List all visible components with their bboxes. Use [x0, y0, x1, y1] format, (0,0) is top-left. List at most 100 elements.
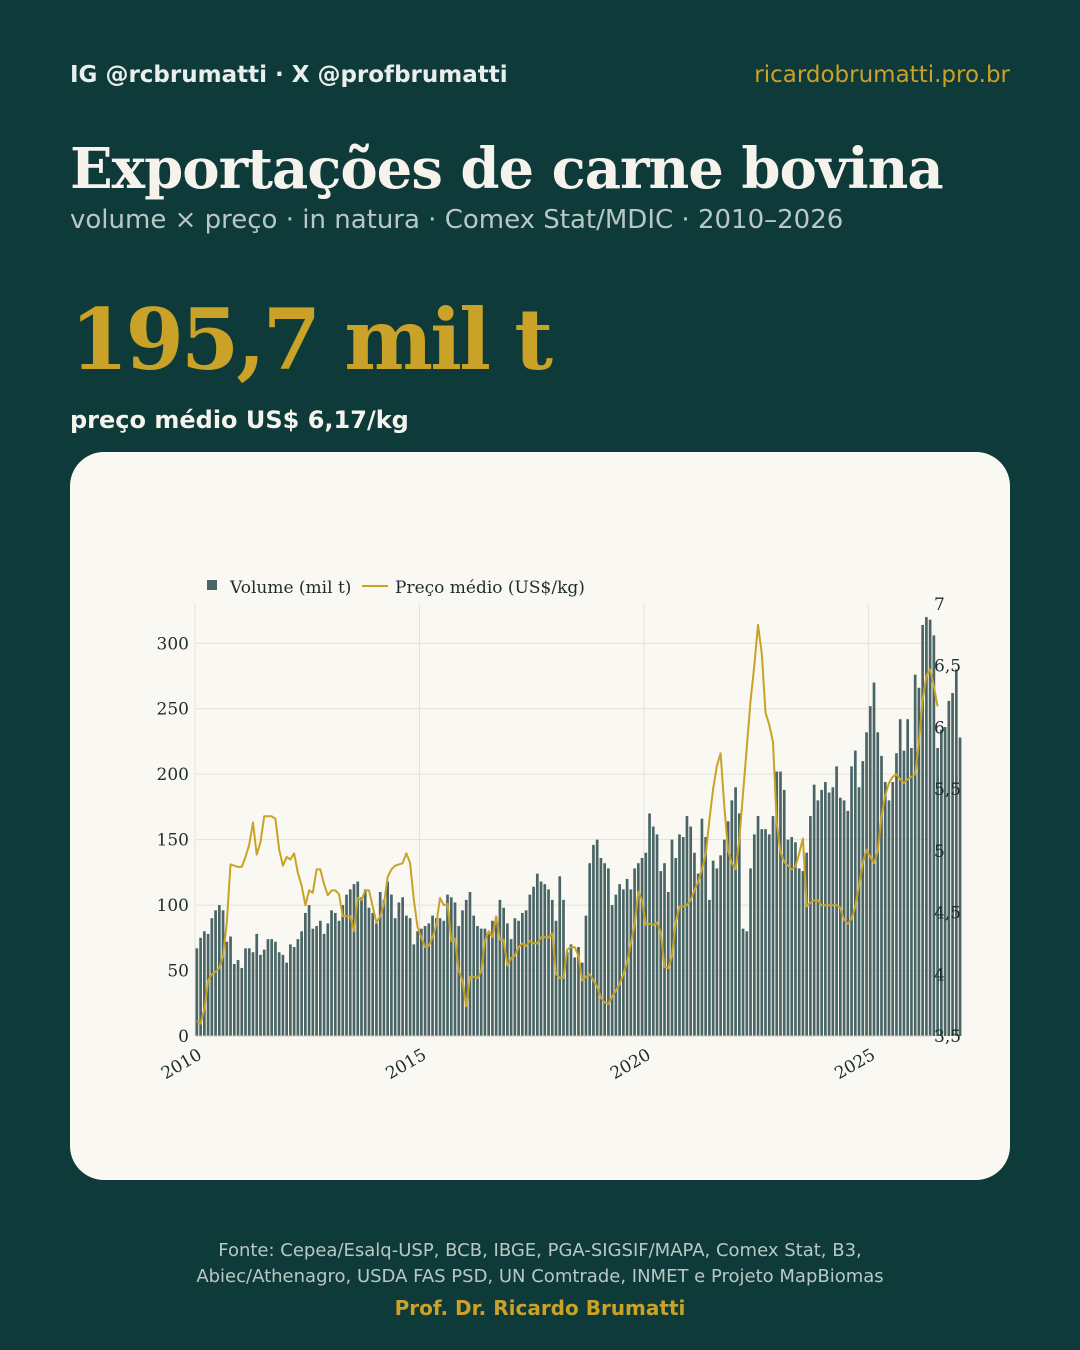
volume-bar — [318, 920, 322, 1036]
volume-bar — [790, 837, 794, 1036]
volume-bar — [513, 918, 517, 1036]
y-left-tick-label: 200 — [157, 765, 189, 785]
volume-bar — [457, 926, 461, 1036]
volume-bar — [558, 876, 562, 1036]
volume-bar — [782, 789, 786, 1036]
volume-bar — [472, 915, 476, 1036]
volume-bar — [434, 918, 438, 1036]
volume-bar — [453, 902, 457, 1036]
volume-bar — [547, 889, 550, 1036]
volume-bar — [928, 619, 932, 1036]
volume-bar — [700, 818, 704, 1036]
volume-bar — [891, 782, 895, 1036]
volume-bar — [831, 787, 835, 1036]
volume-bar — [476, 926, 479, 1036]
x-tick-label: 2010 — [158, 1045, 205, 1084]
volume-bar — [730, 800, 734, 1036]
volume-bar — [644, 852, 648, 1036]
volume-bar — [296, 939, 300, 1036]
volume-bar — [861, 761, 865, 1036]
volume-bar — [214, 910, 217, 1036]
volume-bar — [906, 719, 910, 1036]
volume-bar — [801, 871, 805, 1036]
volume-bar — [573, 957, 577, 1036]
volume-bar — [816, 800, 820, 1036]
volume-bar — [719, 855, 722, 1036]
volume-bar — [506, 923, 509, 1036]
volume-bar — [752, 834, 756, 1036]
volume-bar — [805, 852, 809, 1036]
volume-bar — [419, 928, 423, 1036]
volume-bar — [835, 766, 838, 1036]
volume-bar — [857, 787, 861, 1036]
volume-bar — [535, 873, 539, 1036]
volume-bar — [251, 952, 255, 1036]
volume-bar — [341, 905, 345, 1036]
volume-bar — [824, 782, 827, 1036]
volume-bar — [779, 771, 782, 1036]
volume-bar — [390, 894, 393, 1036]
volume-bar — [685, 816, 689, 1036]
page-title: Exportações de carne bovina — [70, 136, 944, 202]
volume-bar — [741, 928, 745, 1036]
volume-bar — [307, 905, 311, 1036]
volume-bar — [711, 860, 715, 1036]
volume-bar — [438, 918, 442, 1036]
volume-bar — [330, 910, 333, 1036]
volume-bar — [809, 816, 812, 1036]
volume-bar — [663, 863, 666, 1036]
volume-bar — [629, 889, 633, 1036]
volume-bar — [427, 923, 431, 1036]
volume-bar — [577, 946, 580, 1036]
volume-bar — [367, 907, 371, 1036]
website-link[interactable]: ricardobrumatti.pro.br — [754, 62, 1010, 88]
volume-bar — [588, 863, 592, 1036]
volume-bar — [640, 857, 644, 1036]
volume-bar — [595, 839, 599, 1036]
volume-bar — [524, 910, 528, 1036]
volume-bar — [498, 899, 502, 1036]
volume-bar — [195, 948, 199, 1036]
volume-bar — [521, 912, 524, 1036]
volume-bar — [229, 936, 232, 1036]
volume-bar — [360, 897, 363, 1036]
volume-bar — [352, 884, 356, 1036]
volume-bar — [580, 962, 584, 1036]
volume-bar — [509, 939, 513, 1036]
volume-bar — [838, 797, 842, 1036]
y-left-tick-label: 100 — [157, 896, 189, 916]
volume-bar — [431, 915, 434, 1036]
volume-bar — [262, 949, 266, 1036]
x-tick-label: 2015 — [382, 1045, 429, 1084]
volume-bar — [734, 787, 737, 1036]
volume-bar — [704, 837, 708, 1036]
volume-bar — [285, 962, 289, 1036]
volume-bar — [895, 753, 898, 1036]
volume-bar — [693, 852, 696, 1036]
y-left-tick-label: 50 — [167, 962, 189, 982]
volume-bar — [696, 873, 700, 1036]
volume-bar — [416, 931, 419, 1036]
volume-bar — [902, 750, 906, 1036]
volume-bar — [543, 884, 547, 1036]
volume-bar — [277, 952, 281, 1036]
volume-bar — [554, 920, 558, 1036]
x-tick-label: 2025 — [831, 1045, 878, 1084]
volume-bar — [636, 863, 640, 1036]
volume-bar — [244, 948, 247, 1036]
volume-bar — [827, 792, 831, 1036]
volume-bar — [898, 719, 902, 1036]
volume-bar — [599, 857, 603, 1036]
volume-bar — [614, 894, 618, 1036]
volume-bar — [442, 920, 446, 1036]
volume-bar — [868, 706, 872, 1036]
volume-bar — [412, 944, 416, 1036]
volume-bar — [737, 813, 741, 1036]
volume-bar — [232, 964, 236, 1036]
volume-bar — [397, 902, 401, 1036]
volume-bar — [274, 941, 277, 1036]
y-right-tick-label: 6 — [934, 718, 945, 738]
source-line-2: Abiec/Athenagro, USDA FAS PSD, UN Comtra… — [196, 1266, 884, 1287]
volume-bar — [794, 842, 797, 1036]
chart-legend[interactable]: Volume (mil t) Preço médio (US$/kg) — [207, 578, 585, 598]
